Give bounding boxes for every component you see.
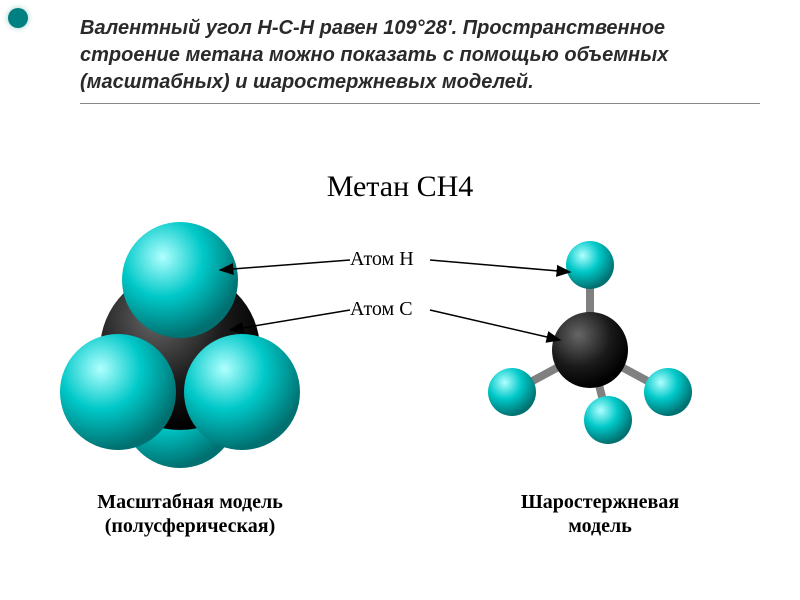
ballstick-label: Шаростержневая модель [480, 490, 720, 538]
header-text: Валентный угол Н-С-Н равен 109°28'. Прос… [80, 15, 760, 104]
diagram-area: Атом Н Атом С Масштабная модель (полусфе… [0, 210, 800, 570]
spacefill-label-line2: (полусферическая) [105, 515, 275, 537]
atom-h-label: Атом Н [350, 248, 414, 271]
corner-decoration [8, 8, 28, 28]
spacefill-label-line1: Масштабная модель [97, 491, 283, 513]
atom-h-text: Атом Н [350, 248, 414, 270]
header-content: Валентный угол Н-С-Н равен 109°28'. Прос… [80, 17, 668, 93]
atom-c-label: Атом С [350, 298, 413, 321]
header-underline [80, 102, 760, 104]
ballstick-label-line1: Шаростержневая [521, 491, 679, 513]
title-text: Метан CH4 [327, 170, 474, 203]
ballstick-label-line2: модель [568, 515, 632, 537]
spacefill-label: Масштабная модель (полусферическая) [60, 490, 320, 538]
molecule-title: Метан CH4 [0, 170, 800, 204]
atom-c-text: Атом С [350, 298, 413, 320]
